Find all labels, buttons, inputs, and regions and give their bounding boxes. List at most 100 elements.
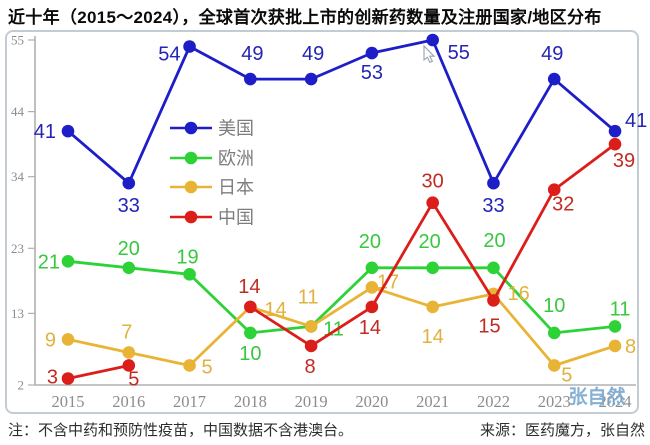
data-label-美国-2023: 49 [541,43,563,65]
data-point-欧洲-2018 [244,326,257,340]
data-label-欧洲-2016: 20 [118,238,140,260]
series-line-美国 [66,38,617,185]
x-tick-label: 2023 [538,392,571,411]
data-point-欧洲-2016 [122,261,136,275]
series-line-日本 [66,286,617,367]
data-label-中国-2021: 30 [422,171,444,193]
x-tick-label: 2024 [599,392,632,411]
data-point-美国-2023 [547,72,561,86]
data-label-欧洲-2018: 10 [239,343,261,365]
data-point-日本-2015 [61,333,75,346]
data-point-中国-2022 [487,294,500,307]
x-tick-label: 2019 [295,392,328,411]
y-tick-label: 13 [11,306,24,321]
legend-marker-icon [184,180,198,194]
data-label-日本-2022: 16 [507,283,529,305]
data-label-美国-2019: 49 [302,43,324,65]
series-line-欧洲 [66,259,617,335]
data-point-美国-2017 [183,40,196,53]
data-label-中国-2020: 14 [359,317,381,339]
legend-label: 美国 [218,119,254,139]
legend-item-日本: 日本 [170,178,254,198]
x-tick-label: 2017 [173,392,206,411]
y-tick-label: 44 [11,104,25,119]
legend-label: 欧洲 [218,149,254,169]
data-label-欧洲-2017: 19 [176,246,198,268]
data-label-欧洲-2024: 11 [610,298,631,320]
data-label-日本-2019: 11 [298,286,319,308]
series-line-中国 [66,142,617,380]
data-label-日本-2021: 14 [422,326,444,348]
chart-title: 近十年（2015～2024），全球首次获批上市的创新药数量及注册国家/地区分布 [8,8,602,27]
x-tick-label: 2022 [477,392,510,411]
data-point-美国-2015 [61,124,75,138]
legend-item-美国: 美国 [170,119,254,139]
y-tick-label: 23 [11,241,24,256]
data-point-中国-2016 [122,359,136,372]
data-point-美国-2024 [608,124,622,138]
data-label-欧洲-2020: 20 [359,231,381,253]
data-point-欧洲-2021 [426,261,439,275]
data-label-中国-2016: 5 [128,368,139,390]
data-point-中国-2021 [426,196,439,210]
data-label-美国-2021: 55 [448,42,470,64]
x-tick-label: 2020 [355,392,388,411]
data-point-日本-2019 [304,320,318,333]
data-point-美国-2019 [304,72,318,86]
x-tick-label: 2015 [52,392,85,411]
data-label-欧洲-2015: 21 [38,251,60,273]
data-label-美国-2018: 49 [241,43,263,65]
y-tick-label: 34 [11,169,25,184]
data-label-美国-2024: 41 [625,110,647,132]
data-label-中国-2024: 39 [613,150,635,172]
chart-area: 2 13 23 34 44 55 2015 2016 2017 2018 2019 2020 2021 2… [5,30,647,414]
mouse-cursor-icon [423,44,436,64]
data-label-日本-2015: 9 [45,329,56,351]
data-point-中国-2019 [304,339,318,353]
data-point-日本-2024 [608,339,622,353]
y-tick-label: 55 [11,33,24,48]
data-label-中国-2023: 32 [552,194,574,216]
data-point-欧洲-2017 [183,268,196,281]
data-label-日本-2024: 8 [625,336,636,358]
data-point-日本-2023 [547,359,561,372]
legend-item-中国: 中国 [170,208,254,228]
data-label-日本-2016: 7 [121,321,132,343]
data-point-美国-2016 [122,176,136,190]
footnote-row: 注：不含中药和预防性疫苗，中国数据不含港澳台。 来源：医药魔方，张自然 [0,419,650,440]
data-label-日本-2018: 14 [264,299,286,321]
source-note: 来源：医药魔方，张自然 [479,423,645,439]
data-label-日本-2017: 5 [202,356,213,378]
data-label-中国-2015: 3 [47,366,58,388]
data-point-欧洲-2024 [608,320,622,333]
legend-label: 日本 [218,178,254,198]
data-label-中国-2019: 8 [305,356,316,378]
data-point-欧洲-2022 [487,261,500,275]
data-point-美国-2022 [487,176,500,190]
x-tick-label: 2018 [234,392,267,411]
data-point-中国-2018 [244,300,257,314]
data-point-欧洲-2023 [547,326,561,340]
data-label-美国-2020: 53 [361,62,383,84]
legend-marker-icon [184,151,198,165]
data-point-中国-2020 [365,300,379,314]
data-label-欧洲-2022: 20 [483,230,505,252]
data-label-美国-2015: 41 [34,121,56,143]
legend-label: 中国 [218,208,254,228]
data-label-欧洲-2023: 10 [543,295,565,317]
data-point-中国-2024 [608,137,622,151]
data-label-美国-2016: 33 [118,195,140,217]
legend-marker-icon [184,121,198,135]
data-point-欧洲-2020 [365,261,379,275]
data-point-美国-2018 [244,72,257,86]
data-label-美国-2017: 54 [158,44,180,66]
data-label-欧洲-2021: 20 [419,231,441,253]
data-point-中国-2015 [61,372,75,385]
data-point-欧洲-2015 [61,255,75,268]
data-point-中国-2023 [547,183,561,197]
y-tick-label: 2 [18,378,25,393]
data-point-日本-2017 [183,359,196,372]
footnote: 注：不含中药和预防性疫苗，中国数据不含港澳台。 [8,423,354,439]
data-point-美国-2021 [426,33,439,47]
